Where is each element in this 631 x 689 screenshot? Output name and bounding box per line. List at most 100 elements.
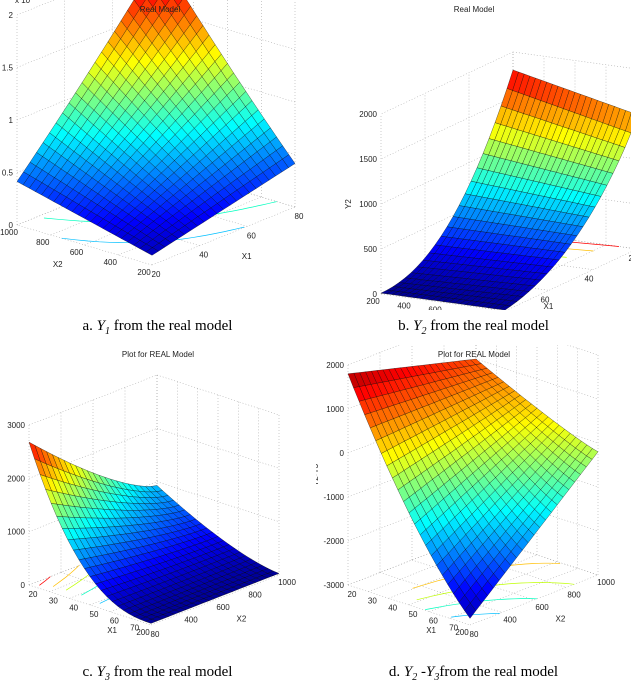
z-tick-label: 1000 [7, 528, 25, 537]
chart-title: Real Model [454, 5, 495, 14]
wall-gridline [475, 358, 599, 400]
y-tick-label: 400 [104, 258, 118, 267]
surface-mesh [28, 441, 280, 624]
floor-gridline [469, 574, 599, 626]
y-tick-label: 400 [184, 616, 198, 625]
y-tick-label: 200 [455, 628, 469, 637]
floor-gridline [347, 584, 471, 626]
z-tick-label: 500 [364, 245, 378, 254]
z-tick-label: -3000 [324, 581, 345, 590]
contour-line [52, 565, 80, 587]
chart-title: Plot for REAL Model [438, 350, 510, 359]
contour-line [425, 598, 538, 610]
x-tick-label: 50 [409, 610, 418, 619]
z-tick-label: 2000 [7, 474, 25, 483]
z-tick-label: 0 [9, 221, 14, 230]
x-axis-title: X1 [544, 302, 554, 310]
x-axis-title: X1 [426, 626, 436, 635]
y-tick-label: 800 [248, 591, 262, 600]
z-axis-title: Y3 [0, 500, 1, 510]
chart-title: Plot for REAL Model [122, 350, 194, 359]
surface-patch [145, 619, 158, 624]
contour-line [39, 576, 51, 586]
x-tick-label: 30 [49, 597, 58, 606]
x-tick-label: 40 [69, 603, 78, 612]
x-tick-label: 20 [152, 270, 161, 279]
y-axis-title: X2 [53, 260, 63, 269]
z-tick-label: 3000 [7, 421, 25, 430]
wall-gridline [512, 51, 631, 69]
x-tick-label: 30 [368, 597, 377, 606]
y-tick-label: 600 [216, 603, 230, 612]
axis-labels: 2040608020040060080010000500100015002000… [344, 110, 631, 310]
chart-panel-a: 20406080200400600800100000.511.52X1X2Y1R… [0, 0, 315, 310]
z-tick-label: 2000 [359, 110, 377, 119]
y-tick-label: 1000 [597, 578, 615, 587]
surface-patch [498, 305, 512, 310]
x-tick-label: 20 [348, 590, 357, 599]
x-tick-label: 50 [90, 610, 99, 619]
x-tick-label: 60 [429, 617, 438, 626]
x-tick-label: 40 [199, 251, 208, 260]
surface-mesh [347, 358, 599, 619]
chart-panel-d: 20 30 40 50 60 70 80 200 400 600 800 1000 -3000 -2000… [316, 345, 631, 655]
y-axis-title: X2 [556, 615, 566, 624]
z-tick-label: 1000 [359, 200, 377, 209]
y-tick-label: 400 [397, 301, 411, 310]
x-tick-label: 40 [388, 603, 397, 612]
x-tick-label: 70 [130, 623, 139, 632]
x-tick-label: 60 [247, 231, 256, 240]
z-tick-label: 0 [340, 449, 345, 458]
y-tick-label: 200 [136, 628, 150, 637]
surface-patch [145, 247, 159, 256]
chart-title: Real Model [140, 5, 181, 14]
z-tick-label: 0 [373, 290, 378, 299]
caption-c: c. Y3 from the real model [82, 664, 233, 683]
x-tick-label: 40 [585, 275, 594, 284]
z-axis-title: Y2 [344, 199, 353, 209]
chart-panel-b: 2040608020040060080010000500100015002000… [316, 0, 631, 310]
y-tick-label: 600 [428, 306, 442, 311]
x-tick-label: 60 [110, 617, 119, 626]
caption-b: b. Y2 from the real model [398, 318, 549, 337]
contour-line [61, 226, 245, 244]
x-axis-title: X1 [242, 252, 252, 261]
x-axis-title: X1 [107, 626, 117, 635]
y-tick-label: 200 [137, 268, 151, 277]
y-tick-label: 1000 [278, 578, 296, 587]
wall-gridline [380, 51, 514, 115]
z-tick-label: 0.5 [2, 169, 14, 178]
contour-line [451, 612, 500, 618]
surface-patch [625, 113, 631, 134]
z-tick-label: 1.5 [2, 64, 14, 73]
y-tick-label: 200 [366, 297, 380, 306]
x-tick-label: 80 [470, 630, 479, 639]
surface-patch [464, 602, 476, 619]
z-tick-label: 1000 [326, 405, 344, 414]
surface-patch [174, 0, 183, 7]
x-tick-label: 20 [29, 590, 38, 599]
z-tick-label: 1500 [359, 155, 377, 164]
floor-gridline [429, 561, 558, 612]
wall-gridline [380, 96, 514, 160]
z-tick-label: -2000 [324, 537, 345, 546]
floor-gridline [60, 572, 184, 613]
floor-gridline [16, 224, 153, 266]
wall-gridline [156, 481, 280, 522]
surface-mesh [16, 0, 296, 256]
y-tick-label: 600 [535, 603, 549, 612]
x-tick-label: 60 [541, 295, 550, 304]
z-tick-label: 2000 [326, 361, 344, 370]
floor-gridline [379, 572, 503, 613]
z-axis-title: Y2-Y3 [316, 463, 320, 486]
wall-gridline [156, 374, 280, 416]
z-exponent: 6 [39, 0, 43, 1]
floor-gridline [150, 574, 280, 626]
y-tick-label: 800 [36, 238, 50, 247]
caption-d: d. Y2 -Y3from the real model [388, 664, 559, 683]
surface-plot-a: 20406080200400600800100000.511.52X1X2Y1R… [0, 0, 304, 279]
z-tick-label: 0 [21, 581, 26, 590]
